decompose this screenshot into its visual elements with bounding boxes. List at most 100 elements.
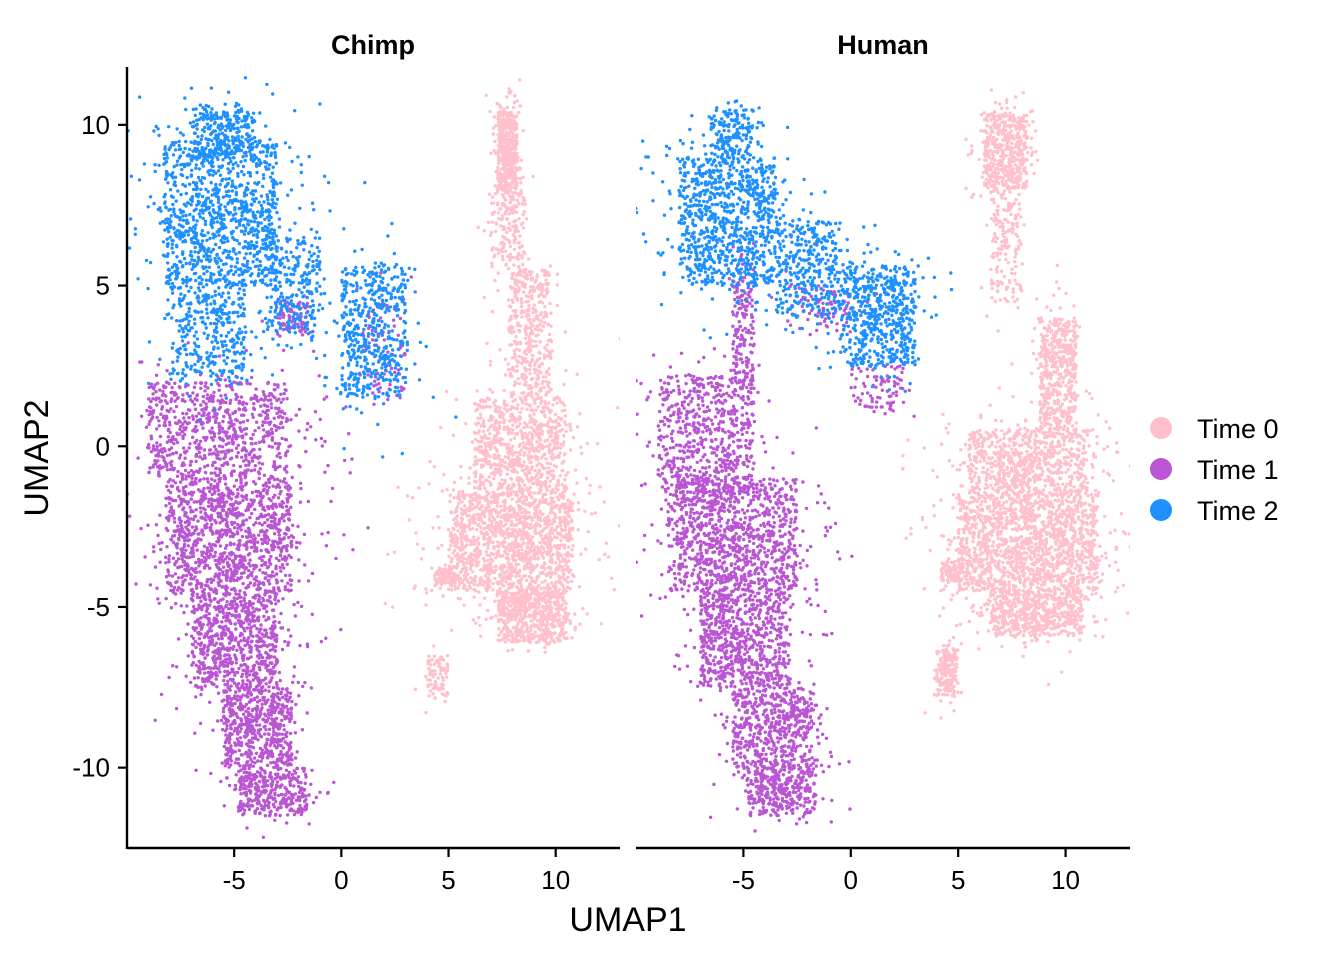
data-point [536, 405, 540, 409]
data-point [460, 517, 465, 522]
data-point [511, 191, 515, 195]
data-point [242, 427, 246, 431]
data-point [520, 315, 524, 319]
data-point [503, 501, 507, 505]
data-point [479, 448, 484, 453]
data-point [174, 404, 179, 409]
data-point [551, 500, 555, 504]
data-point [436, 580, 440, 584]
data-point [490, 195, 495, 199]
data-point [501, 579, 505, 583]
data-point [543, 439, 547, 443]
data-point [148, 466, 152, 470]
data-point [546, 617, 550, 621]
data-point [519, 577, 524, 582]
data-point [280, 436, 284, 441]
data-point [516, 431, 520, 436]
data-point [490, 201, 494, 206]
data-point [512, 436, 517, 440]
data-point [452, 480, 457, 485]
data-point [553, 581, 558, 585]
data-point [202, 435, 206, 440]
data-point [562, 586, 566, 591]
data-point [527, 270, 532, 274]
data-point [489, 540, 493, 544]
data-point [501, 591, 505, 595]
data-point [512, 508, 516, 512]
data-point [208, 398, 212, 403]
data-point [546, 471, 550, 475]
data-point [528, 364, 532, 368]
data-point [489, 465, 493, 470]
data-point [179, 502, 183, 506]
data-point [551, 613, 556, 617]
data-point [220, 438, 225, 442]
data-point [502, 412, 506, 416]
data-point [462, 556, 466, 561]
data-point [526, 594, 530, 599]
data-point [235, 455, 239, 459]
data-point [483, 596, 487, 600]
data-point [510, 469, 514, 473]
data-point [497, 140, 502, 144]
data-point [220, 426, 225, 431]
data-point [474, 471, 478, 475]
data-point [470, 526, 475, 531]
data-point [519, 189, 523, 193]
data-point [514, 139, 519, 143]
data-point [282, 411, 287, 416]
data-point [495, 592, 499, 596]
data-point [531, 310, 535, 315]
data-point [541, 324, 545, 328]
data-point [593, 511, 597, 515]
data-point [564, 473, 568, 477]
data-point [555, 525, 559, 529]
data-point [502, 563, 507, 568]
data-point [550, 606, 554, 610]
data-point [553, 535, 557, 539]
data-point [520, 391, 524, 395]
data-point [487, 505, 491, 509]
data-point [516, 554, 520, 558]
data-point [459, 554, 464, 559]
data-point [479, 416, 483, 420]
data-point [508, 184, 513, 188]
data-point [234, 437, 238, 441]
data-point [247, 568, 251, 573]
data-point [507, 87, 511, 91]
data-point [543, 600, 548, 605]
data-point [188, 408, 192, 412]
data-point [498, 591, 502, 596]
data-point [590, 512, 594, 516]
data-point [449, 531, 453, 535]
data-point [501, 188, 505, 192]
data-point [285, 470, 289, 474]
data-point [473, 437, 478, 442]
data-point [306, 499, 311, 504]
data-point [491, 132, 495, 136]
data-point [535, 619, 540, 623]
data-point [453, 522, 458, 526]
data-point [492, 115, 496, 119]
data-point [495, 101, 499, 106]
data-point [500, 583, 505, 587]
data-point [565, 585, 570, 589]
data-point [545, 348, 549, 352]
data-point [507, 638, 511, 642]
data-point [524, 623, 529, 627]
data-point [509, 476, 513, 481]
data-point [428, 689, 433, 693]
data-point [499, 617, 504, 622]
data-point [164, 596, 168, 601]
data-point [451, 488, 456, 492]
data-point [539, 622, 543, 627]
data-point [205, 396, 209, 401]
data-point [549, 496, 553, 500]
data-point [527, 457, 531, 462]
data-point [508, 585, 513, 589]
data-point [528, 502, 533, 506]
data-point [535, 275, 539, 279]
data-point [219, 394, 223, 398]
data-point [501, 493, 505, 497]
data-point [511, 132, 515, 136]
